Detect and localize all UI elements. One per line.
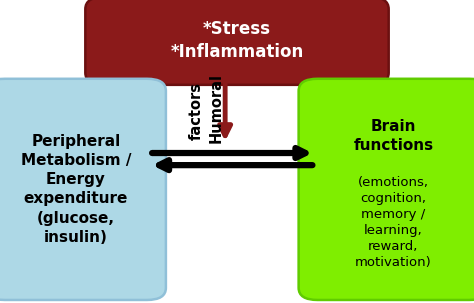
Text: *Stress
*Inflammation: *Stress *Inflammation [170,21,304,61]
FancyBboxPatch shape [0,79,166,300]
Text: Humoral: Humoral [208,72,223,143]
FancyBboxPatch shape [299,79,474,300]
Text: factors: factors [189,82,204,140]
Text: (emotions,
cognition,
memory /
learning,
reward,
motivation): (emotions, cognition, memory / learning,… [355,176,432,269]
Text: Brain
functions: Brain functions [353,119,434,153]
Text: Peripheral
Metabolism /
Energy
expenditure
(glucose,
insulin): Peripheral Metabolism / Energy expenditu… [20,134,131,245]
FancyBboxPatch shape [85,0,389,85]
